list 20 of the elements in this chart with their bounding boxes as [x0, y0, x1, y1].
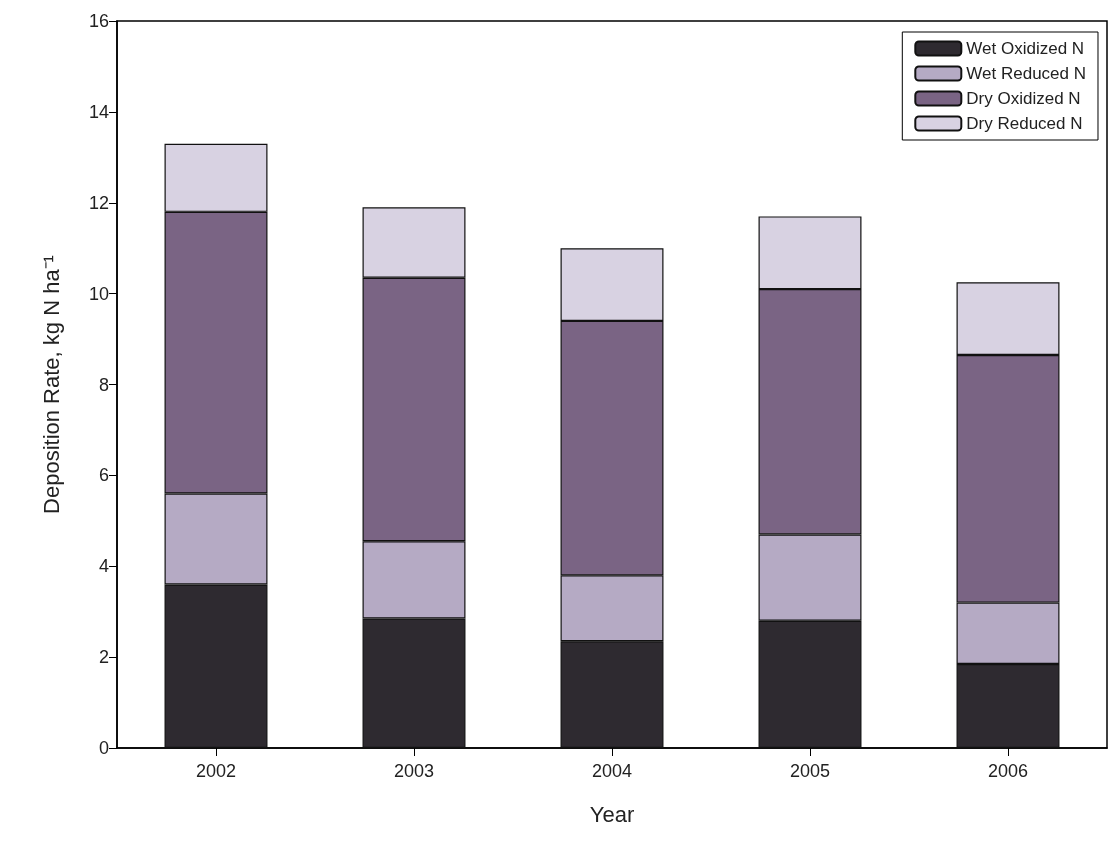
- y-tick-label: 4: [98, 556, 109, 577]
- x-tick-label: 2003: [393, 761, 435, 781]
- legend-label: Wet Reduced N: [966, 64, 1087, 83]
- y-tick-label: 16: [88, 11, 109, 31]
- y-tick-label: 6: [98, 465, 109, 486]
- y-tick-label: 12: [88, 192, 109, 213]
- x-tick-label: 2002: [195, 761, 237, 781]
- y-tick-label: 0: [98, 738, 109, 758]
- x-tick-label: 2005: [789, 761, 831, 781]
- legend-label: Wet Oxidized N: [966, 39, 1085, 58]
- x-tick-label: 2006: [987, 761, 1029, 781]
- x-axis-title: Year: [589, 801, 635, 827]
- legend-label: Dry Reduced N: [966, 114, 1083, 133]
- legend-label: Dry Oxidized N: [966, 89, 1081, 108]
- x-tick-label: 2004: [591, 761, 633, 781]
- y-tick-label: 8: [98, 374, 109, 395]
- y-tick-label: 10: [88, 283, 109, 304]
- y-tick-label: 14: [88, 101, 109, 122]
- y-axis-title: Deposition Rate, kg N ha⁻¹: [38, 255, 64, 514]
- y-tick-label: 2: [98, 647, 109, 668]
